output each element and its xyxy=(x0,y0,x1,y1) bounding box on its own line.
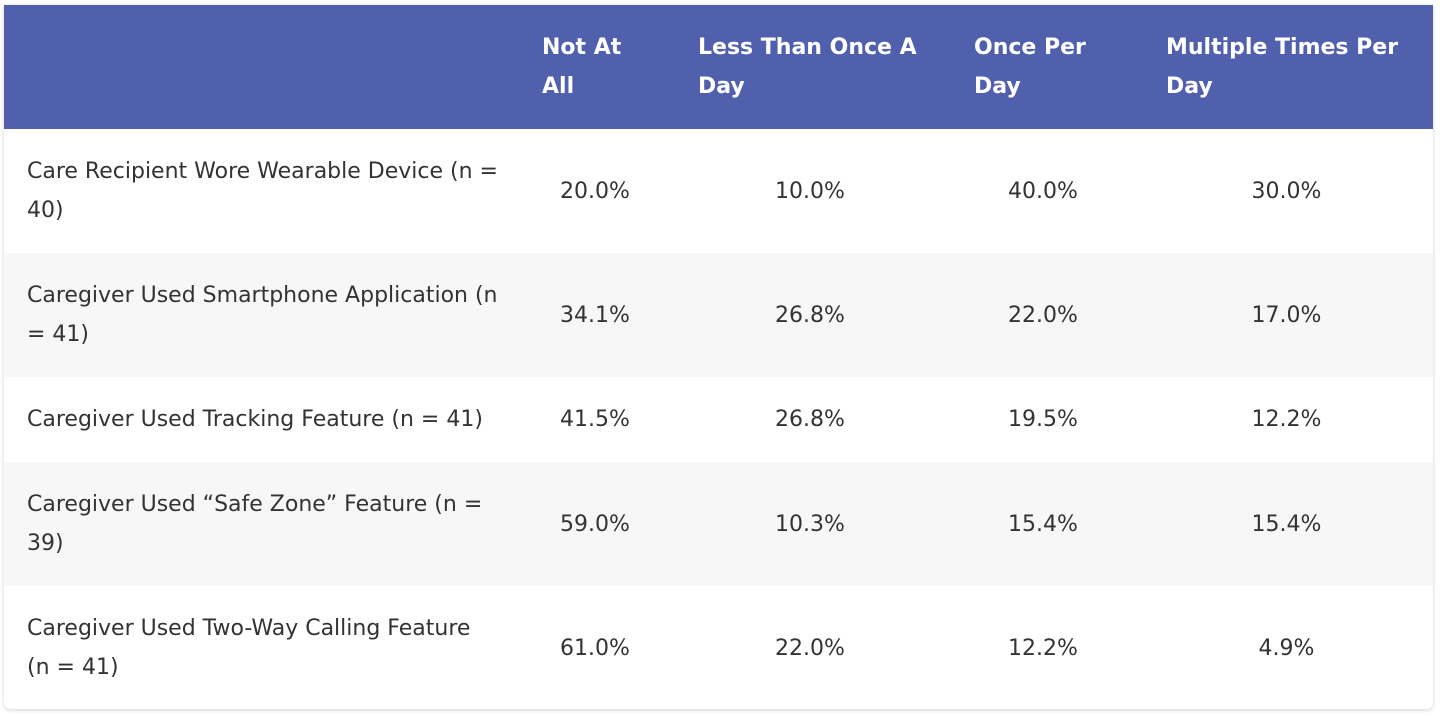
value-less-than-once-a-day: 26.8% xyxy=(775,302,845,328)
header-row: Not At All Less Than Once A Day Once Per… xyxy=(4,5,1433,129)
value-not-at-all: 41.5% xyxy=(560,407,630,432)
row-label: Caregiver Used Smartphone Application (n… xyxy=(27,283,498,347)
value-once-per-day: 22.0% xyxy=(1008,302,1078,328)
value-once-per-day: 19.5% xyxy=(1008,407,1078,432)
header-once-per-day: Once Per Day xyxy=(974,35,1086,99)
value-multiple-times-per-day: 4.9% xyxy=(1258,635,1315,661)
value-not-at-all: 34.1% xyxy=(560,302,630,328)
value-less-than-once-a-day: 10.3% xyxy=(775,511,845,537)
table-row: Caregiver Used Two-Way Calling Feature (… xyxy=(4,586,1433,709)
value-once-per-day: 12.2% xyxy=(1008,635,1078,661)
table-row: Caregiver Used Smartphone Application (n… xyxy=(4,253,1433,377)
header-less-than-once-a-day: Less Than Once A Day xyxy=(698,35,917,99)
table-row: Caregiver Used Tracking Feature (n = 41)… xyxy=(4,377,1433,462)
row-label: Caregiver Used Tracking Feature (n = 41) xyxy=(27,407,483,432)
value-once-per-day: 15.4% xyxy=(1008,511,1078,537)
table-row: Caregiver Used “Safe Zone” Feature (n = … xyxy=(4,462,1433,586)
value-once-per-day: 40.0% xyxy=(1008,178,1078,204)
value-multiple-times-per-day: 30.0% xyxy=(1251,178,1322,204)
header-cell-empty xyxy=(4,5,516,129)
header-not-at-all: Not At All xyxy=(542,35,622,99)
value-less-than-once-a-day: 10.0% xyxy=(775,178,845,204)
value-multiple-times-per-day: 15.4% xyxy=(1251,511,1322,537)
table-header: Not At All Less Than Once A Day Once Per… xyxy=(4,5,1433,129)
table-row: Care Recipient Wore Wearable Device (n =… xyxy=(4,129,1433,253)
value-less-than-once-a-day: 26.8% xyxy=(775,407,845,432)
value-not-at-all: 61.0% xyxy=(560,635,630,661)
usage-frequency-table: Not At All Less Than Once A Day Once Per… xyxy=(4,5,1433,709)
value-not-at-all: 20.0% xyxy=(560,178,630,204)
row-label: Caregiver Used Two-Way Calling Feature (… xyxy=(27,616,471,680)
header-multiple-times-per-day: Multiple Times Per Day xyxy=(1166,35,1399,99)
usage-frequency-table-container: Not At All Less Than Once A Day Once Per… xyxy=(4,5,1433,709)
table-body: Care Recipient Wore Wearable Device (n =… xyxy=(4,129,1433,709)
row-label: Care Recipient Wore Wearable Device (n =… xyxy=(27,159,498,223)
value-multiple-times-per-day: 17.0% xyxy=(1251,302,1322,328)
value-less-than-once-a-day: 22.0% xyxy=(775,635,845,661)
row-label: Caregiver Used “Safe Zone” Feature (n = … xyxy=(27,492,483,556)
value-multiple-times-per-day: 12.2% xyxy=(1251,407,1322,432)
value-not-at-all: 59.0% xyxy=(560,511,630,537)
